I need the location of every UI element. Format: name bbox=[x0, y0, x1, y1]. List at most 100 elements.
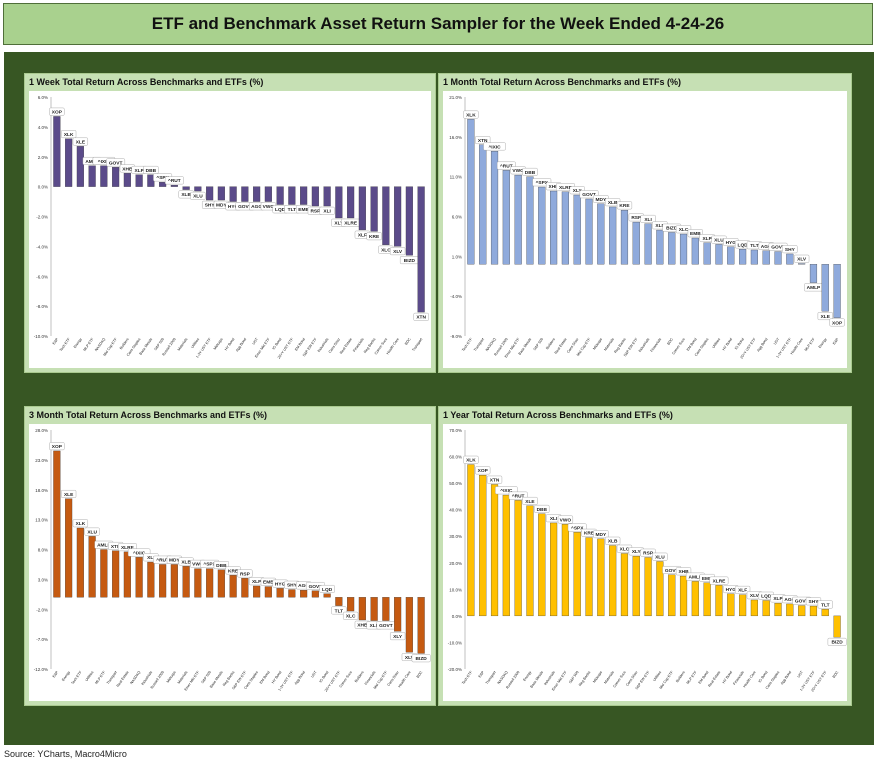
data-label-box bbox=[483, 142, 506, 151]
y-tick-label: 2.0% bbox=[38, 155, 48, 160]
bar bbox=[276, 588, 284, 598]
bar bbox=[632, 555, 640, 617]
x-tick-label: E&P bbox=[52, 670, 60, 679]
bar bbox=[253, 585, 261, 598]
x-tick-label: E&P bbox=[832, 337, 840, 346]
x-tick-label: HY Bond bbox=[271, 670, 282, 684]
y-tick-label: -4.0% bbox=[450, 294, 462, 299]
data-label: TLT bbox=[821, 602, 830, 608]
source-note: Source: YCharts, Macro4Micro bbox=[4, 749, 127, 759]
data-label-box bbox=[534, 504, 550, 513]
data-label-box bbox=[463, 455, 479, 464]
bar bbox=[135, 174, 143, 187]
bar bbox=[691, 237, 699, 265]
data-label: XLI bbox=[644, 217, 652, 223]
data-label: ^RUT bbox=[500, 163, 513, 169]
bar bbox=[123, 551, 131, 598]
data-label-box bbox=[84, 527, 100, 536]
data-label: HYG bbox=[275, 581, 286, 587]
bar bbox=[526, 505, 534, 617]
data-label: XLK bbox=[466, 458, 476, 464]
data-label: XLB bbox=[181, 559, 191, 565]
data-label: DBB bbox=[216, 563, 227, 569]
bar bbox=[561, 524, 569, 617]
data-label: TLT bbox=[335, 608, 344, 614]
y-tick-label: -2.0% bbox=[36, 215, 48, 220]
data-label-box bbox=[640, 548, 656, 557]
x-tick-label: S&P 500 bbox=[533, 337, 544, 351]
x-tick-label: E&P bbox=[52, 337, 60, 346]
x-tick-label: Builders bbox=[675, 670, 686, 683]
data-label: GOVT bbox=[795, 599, 809, 605]
data-label: BIZD bbox=[404, 258, 416, 264]
bar bbox=[112, 167, 120, 187]
bar bbox=[467, 119, 475, 265]
x-tick-label: EM Bond bbox=[686, 337, 698, 351]
data-label-box bbox=[237, 569, 253, 578]
bar bbox=[762, 600, 770, 617]
data-label: GOVT bbox=[665, 568, 679, 574]
bar bbox=[335, 597, 343, 606]
bar bbox=[538, 513, 546, 617]
y-tick-label: 6.0% bbox=[38, 95, 48, 100]
data-label: XLE bbox=[525, 499, 535, 505]
y-tick-label: 10.0% bbox=[449, 587, 462, 592]
data-label: ^IXIC bbox=[133, 550, 146, 556]
data-label: XLRE bbox=[121, 545, 135, 551]
x-tick-label: Materials bbox=[177, 670, 189, 684]
y-tick-label: 13.0% bbox=[35, 518, 48, 523]
bar bbox=[750, 249, 758, 265]
data-label: XOP bbox=[832, 320, 843, 326]
data-label-box bbox=[475, 136, 491, 144]
data-label: MDY bbox=[169, 558, 180, 564]
data-label: GOVT bbox=[582, 192, 596, 198]
bar bbox=[762, 250, 770, 265]
data-label-box bbox=[143, 165, 159, 174]
data-label-box bbox=[164, 176, 184, 185]
y-tick-label: 6.0% bbox=[452, 215, 462, 220]
bar bbox=[727, 593, 735, 617]
y-tick-label: 0.0% bbox=[452, 614, 462, 619]
data-label: SHY bbox=[205, 203, 216, 209]
data-label-box bbox=[817, 600, 833, 609]
y-tick-label: 11.0% bbox=[450, 175, 462, 180]
x-tick-label: Midcaps bbox=[592, 670, 603, 683]
x-tick-label: BDC bbox=[416, 670, 424, 679]
bar bbox=[620, 553, 629, 617]
data-label: XOP bbox=[478, 468, 489, 474]
y-tick-label: -9.0% bbox=[450, 334, 462, 339]
x-tick-label: Builders bbox=[545, 337, 556, 350]
x-tick-label: Midcaps bbox=[213, 337, 224, 350]
y-tick-label: 23.0% bbox=[35, 458, 48, 463]
data-label: XLE bbox=[76, 139, 86, 145]
bar bbox=[135, 557, 143, 598]
bar bbox=[809, 605, 818, 617]
bar bbox=[417, 186, 425, 313]
data-label-box bbox=[413, 312, 429, 321]
bar bbox=[323, 186, 331, 207]
y-tick-label: -12.0% bbox=[34, 667, 48, 672]
data-label-box bbox=[640, 214, 656, 223]
data-label-box bbox=[49, 442, 65, 451]
data-label-box bbox=[366, 232, 382, 241]
data-label-box bbox=[72, 519, 88, 528]
data-label: ^RUT bbox=[168, 178, 181, 184]
y-tick-label: 70.0% bbox=[449, 428, 462, 433]
x-tick-label: MLP ETF bbox=[686, 670, 698, 685]
x-tick-label: Midcaps bbox=[592, 337, 603, 350]
x-tick-label: MLP ETF bbox=[82, 337, 94, 352]
data-label: XLP bbox=[702, 236, 712, 242]
bar bbox=[656, 561, 664, 617]
bar bbox=[526, 176, 534, 265]
data-label-box bbox=[343, 611, 359, 620]
bar bbox=[620, 209, 629, 265]
data-label: BIZD bbox=[666, 226, 678, 232]
data-label: XLY bbox=[632, 549, 642, 555]
data-label-box bbox=[411, 654, 431, 663]
bar bbox=[311, 186, 319, 207]
data-label: EMB bbox=[702, 576, 713, 582]
data-label: ^SPX bbox=[203, 562, 216, 568]
data-label: XLP bbox=[252, 579, 262, 585]
x-tick-label: E&P bbox=[478, 670, 486, 679]
bar bbox=[679, 575, 688, 617]
